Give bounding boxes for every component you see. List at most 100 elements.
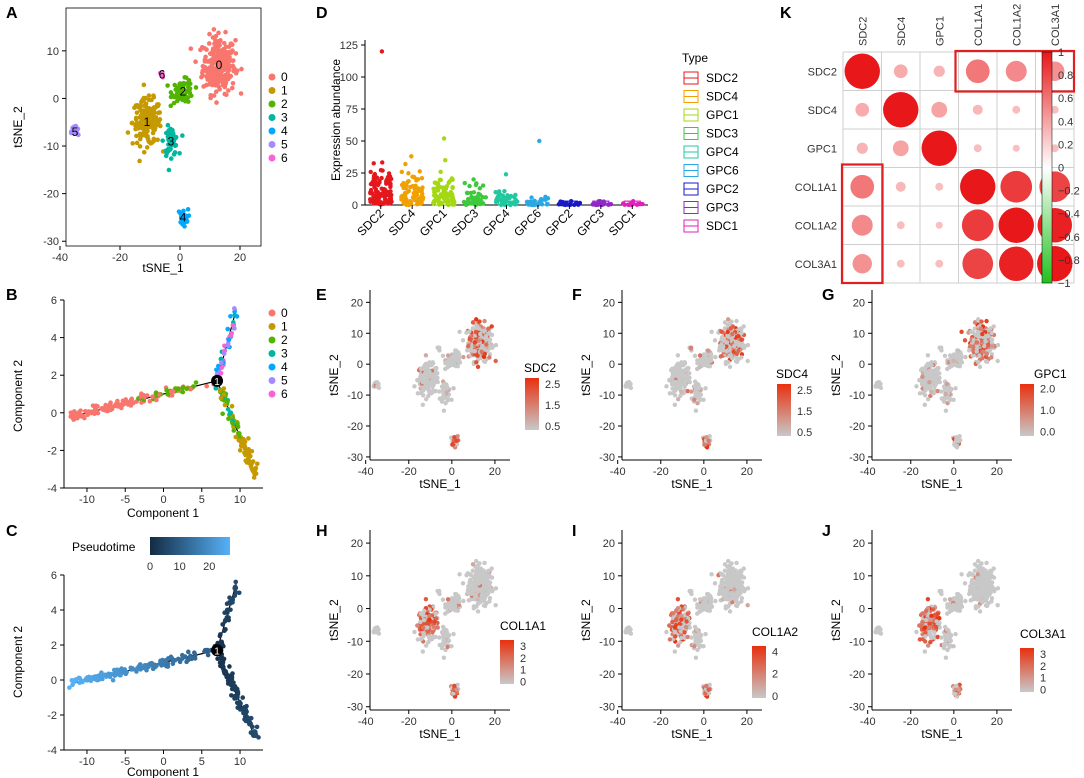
panel-i-point <box>726 604 731 609</box>
panel-e-point <box>427 369 432 374</box>
panel-a-cluster-label: 6 <box>159 68 166 82</box>
panel-h-point <box>472 583 478 588</box>
panel-h-point <box>493 602 498 608</box>
panel-a-point <box>204 69 210 75</box>
panel-f-point <box>734 359 740 364</box>
panel-b-axes <box>63 300 263 489</box>
panel-e-point <box>420 379 426 385</box>
panel-a-point <box>144 145 150 150</box>
panel-e-point <box>488 344 493 349</box>
panel-d-legend-label: GPC2 <box>706 182 739 196</box>
panel-g-point <box>942 353 948 358</box>
panel-c-point <box>142 663 148 668</box>
panel-g-point <box>934 374 939 379</box>
panel-a-point <box>202 65 208 70</box>
panel-f-point <box>703 386 708 391</box>
panel-a-point <box>208 95 213 101</box>
panel-c-xtick-label: -10 <box>79 756 95 768</box>
panel-f-point <box>701 397 706 402</box>
panel-d-point <box>465 190 470 196</box>
panel-b-legend-dot <box>268 390 276 398</box>
panel-b-point <box>237 448 243 453</box>
panel-b-point <box>90 403 96 408</box>
panel-c-point <box>229 681 234 687</box>
panel-h-point <box>457 572 462 577</box>
panel-i-point <box>675 643 681 648</box>
panel-b-point <box>243 452 248 458</box>
panel-d-point <box>443 158 448 163</box>
panel-d-point <box>543 194 548 200</box>
panel-b-point <box>241 437 247 443</box>
panel-c-point <box>146 664 151 670</box>
panel-f-point <box>736 342 741 347</box>
panel-i-point <box>740 587 745 592</box>
panel-c-point <box>215 656 220 662</box>
panel-e-point <box>486 326 491 331</box>
panel-a-point <box>183 75 189 80</box>
panel-f-point <box>688 346 694 351</box>
panel-a-point <box>134 110 140 115</box>
panel-d-point <box>417 169 422 174</box>
panel-a-point <box>170 93 176 98</box>
panel-g-point <box>927 379 932 385</box>
panel-c-point <box>130 666 136 672</box>
panel-a-point <box>181 80 186 86</box>
panel-e-legend-tick: 1.5 <box>545 400 560 412</box>
panel-e-point <box>473 317 479 322</box>
panel-h-point <box>475 609 481 614</box>
panel-b-xlabel: Component 1 <box>127 506 199 520</box>
panel-e-point <box>470 326 476 331</box>
panel-f-point <box>712 338 718 343</box>
panel-b-point <box>218 356 224 362</box>
panel-b-point <box>139 391 144 397</box>
panel-b-point <box>214 367 219 373</box>
panel-c-branch-label: 1 <box>214 646 220 657</box>
panel-a-point <box>187 81 193 87</box>
panel-d-point <box>412 194 417 199</box>
panel-i-point <box>722 562 728 567</box>
panel-g-gene-label: GPC1 <box>1034 367 1067 381</box>
panel-b-point <box>78 408 83 413</box>
panel-d-point <box>382 187 388 192</box>
panel-e-xtick-label: 20 <box>489 466 501 478</box>
panel-a-point <box>223 80 229 85</box>
panel-f-legend-tick: 2.5 <box>797 385 812 397</box>
panel-a-legend-label: 1 <box>281 84 288 98</box>
panel-d-point <box>450 185 455 191</box>
panel-d-point <box>496 193 501 198</box>
panel-d-letter: D <box>316 5 328 22</box>
panel-g-point <box>956 348 961 353</box>
panel-a-point <box>171 152 177 157</box>
panel-i-point <box>724 592 729 598</box>
panel-d-legend-label: GPC3 <box>706 201 739 215</box>
panel-f-point <box>670 374 675 380</box>
panel-e-xtick-label: 0 <box>449 466 455 478</box>
panel-g-point <box>962 338 968 343</box>
panel-d-point <box>529 195 534 200</box>
panel-a-point <box>172 82 178 88</box>
panel-e-point <box>483 333 489 339</box>
panel-f-xtick-label: -40 <box>610 466 626 478</box>
panel-c-point <box>72 677 78 683</box>
panel-b-point <box>222 402 228 408</box>
panel-a-xtick-label: 0 <box>177 252 183 264</box>
panel-a-point <box>177 91 183 96</box>
panel-a-ytick-label: -10 <box>43 141 59 153</box>
panel-d-point <box>415 177 420 182</box>
panel-e-point <box>487 330 492 336</box>
panel-g-point <box>977 353 982 358</box>
panel-i-point <box>679 635 684 641</box>
panel-c-point <box>192 656 198 661</box>
panel-c-point <box>79 678 84 684</box>
panel-b-point <box>221 392 227 397</box>
panel-e-point <box>453 363 458 369</box>
panel-a-point <box>155 137 160 143</box>
panel-a-point <box>146 97 152 103</box>
panel-a-point <box>158 123 163 129</box>
panel-c-point <box>233 590 239 595</box>
panel-e-point <box>445 398 450 403</box>
